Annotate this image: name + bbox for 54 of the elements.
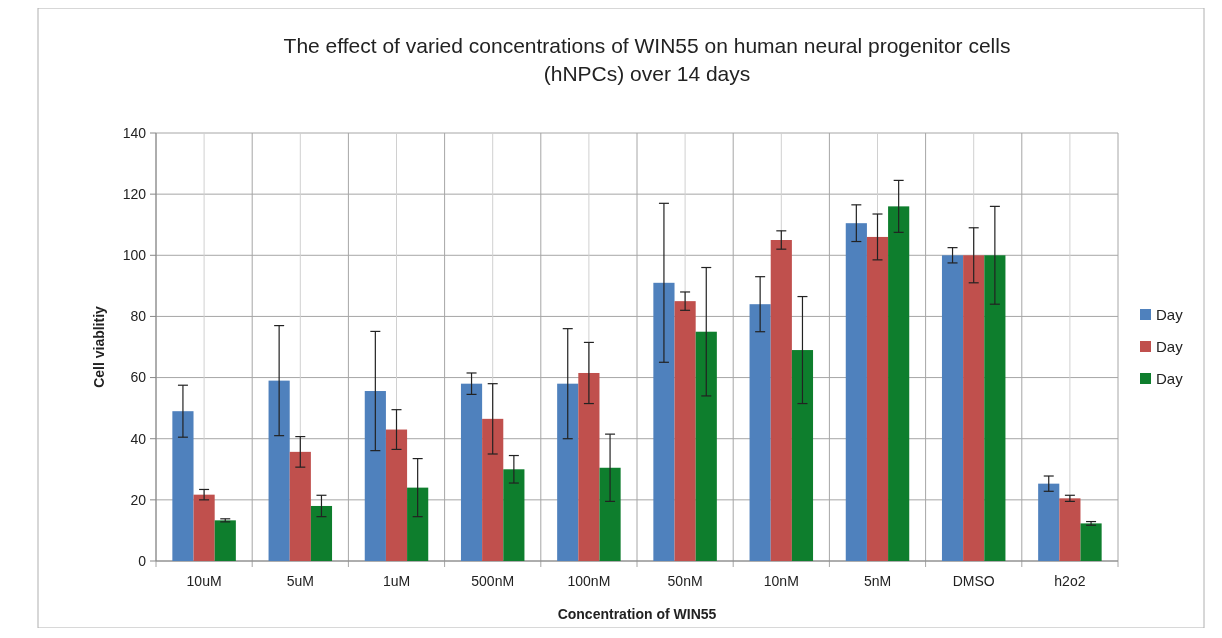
- y-tick-label: 80: [130, 308, 147, 325]
- bar: [770, 240, 792, 561]
- x-tick-label: 10nM: [763, 573, 799, 589]
- y-axis-title: Cell viablitiy: [91, 305, 107, 388]
- legend-label: Day: [1156, 338, 1184, 356]
- bar: [791, 350, 814, 561]
- x-tick-label: DMSO: [952, 573, 995, 589]
- legend-label: Day: [1156, 306, 1184, 324]
- bar: [407, 487, 429, 561]
- x-tick-label: 50nM: [667, 573, 703, 589]
- x-tick-label: h2o2: [1054, 573, 1086, 589]
- bar: [503, 469, 525, 561]
- bar: [289, 451, 311, 561]
- bar: [193, 494, 215, 561]
- bar: [599, 467, 621, 561]
- y-tick-label: 100: [122, 247, 147, 264]
- x-tick-label: 5uM: [286, 573, 314, 589]
- bar: [888, 206, 910, 561]
- x-tick-label: 5nM: [863, 573, 892, 589]
- y-tick-label: 120: [122, 186, 147, 203]
- bar: [1059, 498, 1081, 561]
- bar: [984, 255, 1006, 561]
- y-tick-label: 60: [130, 369, 147, 386]
- y-tick-label: 20: [130, 491, 147, 508]
- bar: [214, 520, 236, 561]
- y-tick-label: 140: [122, 124, 147, 141]
- x-tick-label: 10uM: [186, 573, 222, 589]
- bar: [674, 301, 696, 561]
- bar: [845, 223, 867, 561]
- bar: [268, 380, 290, 561]
- bar: [749, 304, 771, 561]
- x-tick-label: 100nM: [567, 573, 611, 589]
- bar: [460, 383, 483, 561]
- x-tick-label: 500nM: [471, 573, 515, 589]
- bar: [385, 429, 408, 561]
- chart-title: The effect of varied concentrations of WIN55 on human neural progenitor cells (hNPCs) over 14 days: [283, 34, 1011, 85]
- bar: [557, 383, 579, 561]
- bar: [482, 418, 504, 561]
- bar: [578, 372, 600, 561]
- bar: [695, 331, 717, 561]
- x-tick-label: 1uM: [382, 573, 411, 589]
- bar: [1080, 523, 1102, 561]
- bar: [653, 282, 675, 561]
- x-axis-title: Concentration of WIN55: [557, 606, 717, 622]
- bar: [364, 391, 386, 561]
- bar: [310, 505, 333, 561]
- bar: [963, 255, 985, 561]
- y-tick-label: 40: [130, 430, 147, 447]
- bar: [941, 255, 964, 561]
- bar: [1038, 483, 1060, 561]
- y-tick-label: 0: [138, 552, 147, 569]
- bar: [866, 236, 889, 561]
- bar: [172, 411, 194, 561]
- legend-label: Day: [1156, 370, 1184, 388]
